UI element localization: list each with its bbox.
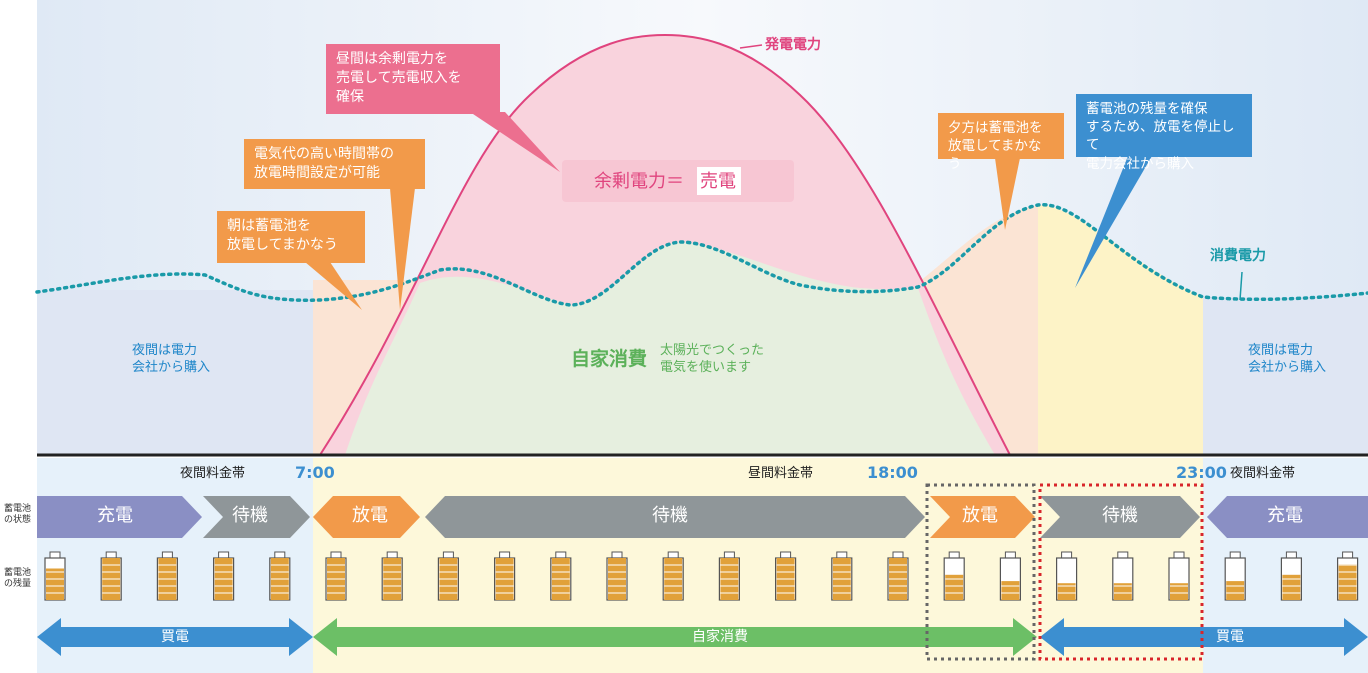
generation-curve: [319, 33, 1011, 456]
state-chevron-4: [930, 496, 1035, 538]
state-label-standby-day: 待機: [652, 505, 688, 526]
flow-label-buy-right: 買電: [1216, 629, 1244, 645]
battery-22: [1280, 551, 1303, 601]
battery-5: [325, 551, 347, 601]
battery-23: [1336, 551, 1359, 601]
self-consumption-title: 自家消費: [571, 348, 648, 370]
flow-label-buy-left: 買電: [161, 629, 189, 645]
callout-tail-morning: [305, 262, 362, 310]
time-23: 23:00: [1176, 463, 1227, 482]
night-rate-left-label: 夜間料金帯: [180, 466, 246, 481]
callout-tail-noon: [470, 112, 560, 172]
state-chevron-6: [1207, 496, 1368, 538]
time-18: 18:00: [867, 463, 918, 482]
callout-high-rate: 電気代の高い時間帯の 放電時間設定が可能: [244, 139, 425, 189]
battery-9: [550, 551, 572, 601]
callout-morning: 朝は蓄電池を 放電してまかなう: [217, 211, 365, 263]
consumption-leader: [1239, 271, 1243, 301]
state-chevron-3: [425, 496, 925, 538]
state-label-standby-night: 待機: [1102, 505, 1138, 526]
battery-state-row-label: 蓄電池 の状態: [4, 504, 32, 525]
consumption-label: 消費電力: [1210, 248, 1266, 264]
consumption-curve: [35, 203, 1368, 307]
self-consumption-arrow: [313, 618, 1037, 656]
night-label-left: 夜間は電力 会社から購入: [132, 343, 211, 375]
battery-state-row: [37, 496, 1368, 538]
state-chevron-0: [37, 496, 202, 538]
callout-evening: 夕方は蓄電池を 放電してまかなう: [938, 113, 1064, 172]
callout-reserve: 蓄電池の残量を確保 するため、放電を停止して 電力会社から購入: [1076, 94, 1252, 172]
battery-11: [662, 551, 684, 601]
state-chevron-5: [1040, 496, 1200, 538]
battery-level-row-label: 蓄電池 の残量: [4, 568, 32, 589]
battery-21: [1224, 551, 1246, 601]
state-label-charge-left: 充電: [97, 505, 133, 526]
night-label-right: 夜間は電力 会社から購入: [1248, 343, 1327, 375]
generation-label: 発電電力: [765, 37, 821, 53]
battery-3: [213, 551, 235, 601]
generation-leader: [739, 44, 763, 49]
battery-20: [1168, 551, 1190, 601]
buy-arrow-left: [37, 618, 313, 656]
state-label-charge-right: 充電: [1267, 505, 1303, 526]
state-chevron-1: [203, 496, 310, 538]
battery-10: [606, 551, 628, 601]
battery-12: [718, 551, 741, 601]
battery-1: [100, 551, 122, 601]
callout-tail-reserve: [1075, 156, 1152, 288]
battery-6: [381, 551, 403, 601]
night-rate-right-label: 夜間料金帯: [1230, 466, 1296, 481]
day-rate-label: 昼間料金帯: [748, 466, 814, 481]
self-consumption-area: [345, 242, 995, 455]
battery-17: [999, 551, 1022, 601]
self-consumption-desc: 太陽光でつくった 電気を使います: [660, 343, 765, 375]
flow-label-self-consumption: 自家消費: [692, 629, 748, 645]
battery-14: [831, 551, 853, 601]
surplus-label-highlight: 売電: [700, 171, 736, 192]
battery-7: [437, 551, 459, 601]
battery-18: [1055, 551, 1078, 601]
buy-arrow-right: [1040, 618, 1368, 656]
night-zone-right: [1203, 297, 1368, 455]
state-label-standby-left: 待機: [232, 505, 268, 526]
battery-15: [887, 551, 909, 601]
battery-19: [1112, 551, 1134, 601]
battery-16: [943, 551, 965, 601]
state-chevron-2: [313, 496, 420, 538]
surplus-highlight-box: [697, 167, 741, 195]
callout-tail-high-rate: [390, 188, 415, 310]
callout-tail-evening: [995, 158, 1020, 230]
state-label-discharge-morning: 放電: [352, 505, 388, 526]
battery-0: [44, 551, 66, 601]
power-flow-row: [37, 618, 1368, 656]
battery-8: [494, 551, 516, 601]
battery-2: [156, 551, 178, 601]
evening-standby-zone: [1038, 205, 1203, 455]
time-7: 7:00: [295, 463, 335, 482]
battery-13: [774, 551, 797, 601]
battery-4: [269, 551, 291, 601]
callout-noon-surplus: 昼間は余剰電力を 売電して売電収入を 確保: [326, 44, 500, 114]
battery-level-row: [44, 551, 1359, 601]
state-label-discharge-evening: 放電: [962, 505, 998, 526]
surplus-label-prefix: 余剰電力＝: [594, 171, 684, 192]
night-zone-left: [37, 290, 313, 455]
